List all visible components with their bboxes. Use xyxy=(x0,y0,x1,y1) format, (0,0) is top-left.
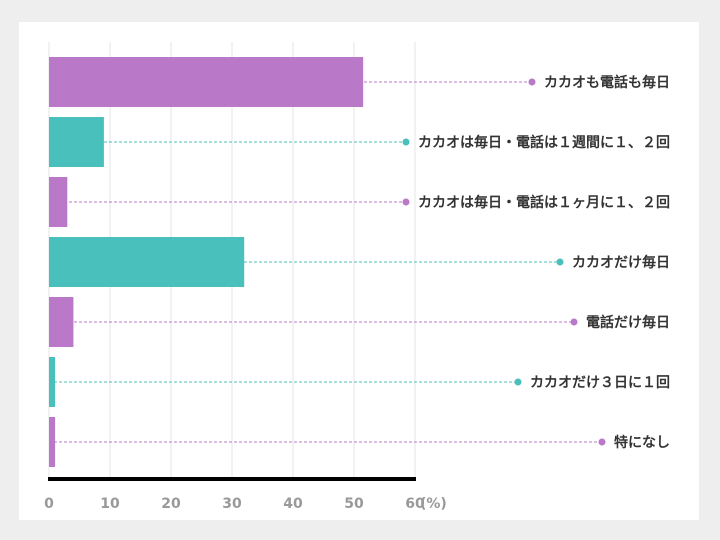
x-tick-label: 10 xyxy=(100,496,120,512)
leader-dot xyxy=(402,138,410,146)
x-tick-label: 20 xyxy=(161,496,181,512)
category-label: 電話だけ毎日 xyxy=(586,314,670,331)
category-label: カカオだけ３日に１回 xyxy=(530,375,670,391)
category-labels: カカオも電話も毎日カカオは毎日・電話は１週間に１、２回カカオは毎日・電話は１ヶ月… xyxy=(418,74,670,451)
category-label: カカオも電話も毎日 xyxy=(544,74,670,91)
category-label: カカオは毎日・電話は１ヶ月に１、２回 xyxy=(418,194,670,211)
leader-dot xyxy=(598,438,606,446)
bar xyxy=(49,417,56,467)
category-label: 特になし xyxy=(614,434,670,451)
category-label: カカオだけ毎日 xyxy=(572,254,670,271)
x-tick-label: 50 xyxy=(344,496,364,512)
x-axis-unit-label: (%) xyxy=(420,496,447,512)
category-label: カカオは毎日・電話は１週間に１、２回 xyxy=(418,134,670,151)
leader-dot xyxy=(402,198,410,206)
leader-dot xyxy=(570,318,578,326)
x-tick-label: 40 xyxy=(283,496,303,512)
x-tick-label: 0 xyxy=(44,496,54,512)
chart-card: カカオも電話も毎日カカオは毎日・電話は１週間に１、２回 カカオは毎日・電話は１ヶ月… xyxy=(19,22,699,520)
leader-dot xyxy=(556,258,564,266)
leader-dot xyxy=(514,378,522,386)
x-tick-label: 30 xyxy=(222,496,242,512)
leader-dot xyxy=(528,78,536,86)
leader-lines xyxy=(49,78,606,446)
bar xyxy=(49,177,68,227)
x-axis-ticks: 0 10 20 30 40 50 60 xyxy=(44,496,425,512)
x-tick-label: 60 xyxy=(405,496,425,512)
bar xyxy=(49,357,56,407)
